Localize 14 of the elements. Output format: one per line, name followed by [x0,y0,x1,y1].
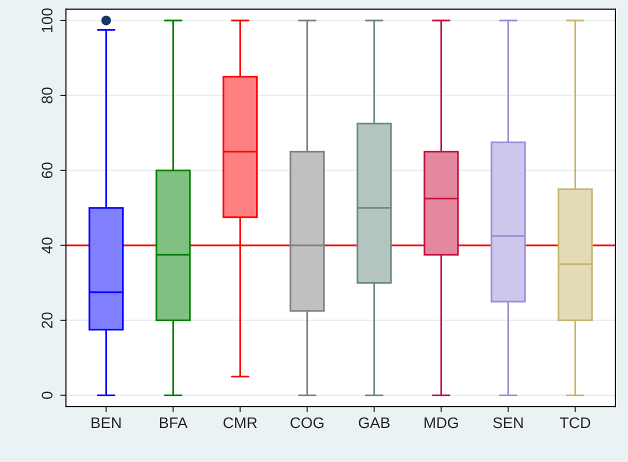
y-tick-label: 20 [42,312,53,328]
x-tick-label: MDG [424,417,458,428]
x-tick-label: SEN [493,417,523,428]
y-tick-label: 40 [42,237,53,254]
y-tick-label: 80 [42,88,53,104]
x-tick-label: BEN [92,418,121,428]
x-tick-label: GAB [358,417,390,428]
y-tick-label: 0 [42,392,53,399]
x-tick-label: TCD [560,417,590,428]
y-tick-label: 100 [42,8,53,32]
x-tick-label: COG [290,417,324,428]
y-tick-label: 60 [42,162,53,178]
x-tick-label: BFA [160,418,188,428]
x-tick-label: CMR [224,417,257,428]
